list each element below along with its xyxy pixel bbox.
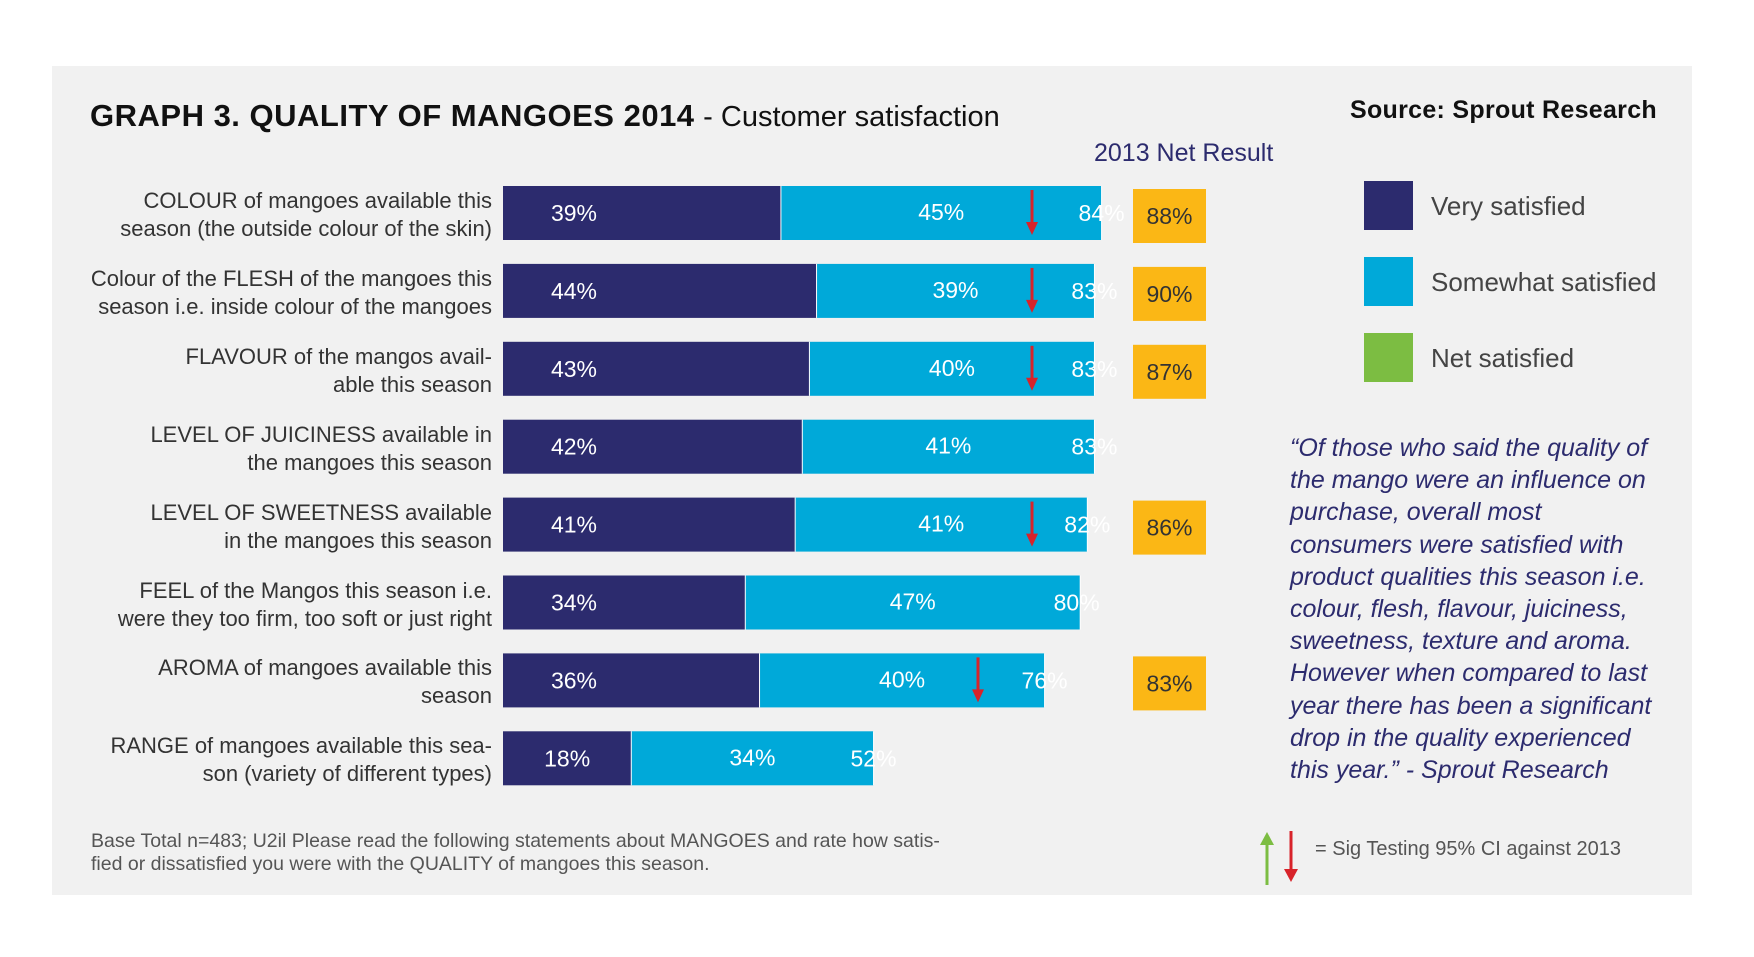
row-label-4: LEVEL OF JUICINESS available in the mango… — [42, 421, 492, 477]
net-2013-value-1: 88% — [1146, 203, 1192, 229]
footnote-line-1: Base Total n=483; U2il Please read the f… — [91, 830, 940, 852]
row-label-1-line-1: COLOUR of mangoes available this — [143, 188, 493, 213]
row-label-3: FLAVOUR of the mangos avail-able this se… — [42, 343, 493, 399]
bar-very-7 — [503, 653, 760, 708]
value-very-7: 36% — [551, 667, 597, 693]
value-net-4: 83% — [1071, 434, 1117, 460]
net-2013-badge-7 — [1133, 656, 1206, 711]
net-2013-value-2: 90% — [1146, 281, 1192, 307]
sig-testing-note: = Sig Testing 95% CI against 2013 — [1315, 838, 1621, 860]
row-label-4-line-2: the mangoes this season — [247, 449, 492, 475]
value-net-5: 82% — [1064, 512, 1110, 538]
net-2013-badge-2 — [1133, 266, 1206, 321]
value-net-7: 76% — [1022, 667, 1068, 693]
row-label-2-line-2: season i.e. inside colour of the mangoes — [98, 293, 492, 319]
bar-somewhat-5 — [795, 497, 1088, 552]
legend-label-very: Very satisfied — [1431, 191, 1586, 221]
value-somewhat-8: 34% — [729, 744, 775, 770]
legend-swatch-very — [1364, 181, 1413, 230]
value-very-1: 39% — [551, 200, 597, 226]
value-somewhat-5: 41% — [918, 511, 964, 537]
row-label-7-line-1: AROMA of mangoes available this — [158, 655, 492, 681]
value-net-2: 83% — [1071, 278, 1117, 304]
row-label-5-line-1: LEVEL OF SWEETNESS available — [150, 499, 492, 525]
row-label-1-line-2: season (the outside colour of the skin) — [120, 216, 492, 241]
bar-somewhat-3 — [809, 341, 1095, 396]
chart-title: GRAPH 3. QUALITY OF MANGOES 2014 - Custo… — [90, 98, 1000, 134]
bar-somewhat-1 — [780, 186, 1102, 240]
net-2013-value-7: 83% — [1146, 670, 1192, 696]
sig-drop-arrowhead-2 — [1026, 299, 1038, 313]
value-somewhat-2: 39% — [932, 277, 978, 303]
legend-label-net: Net satisfied — [1431, 343, 1575, 373]
row-label-8-line-1: RANGE of mangoes available this sea- — [110, 733, 492, 759]
net-2013-value-3: 87% — [1146, 359, 1192, 385]
bar-very-4 — [503, 419, 803, 474]
bar-somewhat-7 — [759, 653, 1045, 708]
row-label-6: FEEL of the Mangos this season i.e. were … — [42, 577, 492, 633]
sig-drop-arrowhead-3 — [1026, 377, 1038, 391]
value-somewhat-4: 41% — [925, 433, 971, 459]
net-2013-value-5: 86% — [1146, 515, 1192, 541]
source-credit: Source: Sprout Research — [1350, 96, 1657, 124]
down-arrow-head — [1284, 869, 1298, 882]
row-label-8: RANGE of mangoes available this sea-son … — [42, 732, 492, 788]
value-somewhat-3: 40% — [929, 355, 975, 381]
bar-very-6 — [503, 575, 746, 630]
up-arrow-head — [1260, 832, 1274, 845]
research-quote: “Of those who said the quality of the ma… — [1290, 434, 1652, 785]
value-very-5: 41% — [551, 512, 597, 538]
row-label-3-line-2: able this season — [333, 371, 492, 397]
row-label-6-line-2: were they too firm, too soft or just rig… — [117, 605, 492, 631]
legend-swatch-net — [1364, 333, 1413, 382]
net-2013-header: 2013 Net Result — [1094, 139, 1274, 167]
bar-very-5 — [503, 497, 796, 552]
value-very-6: 34% — [551, 590, 597, 616]
net-2013-badge-5 — [1133, 500, 1206, 555]
row-label-5-line-2: in the mangoes this season — [224, 527, 492, 553]
row-label-8-line-2: son (variety of different types) — [202, 761, 492, 787]
row-label-2: Colour of the FLESH of the mangoes this s… — [42, 265, 492, 321]
row-label-7-line-2: season — [421, 683, 492, 709]
value-very-4: 42% — [551, 434, 597, 460]
row-label-3-line-1: FLAVOUR of the mangos avail- — [185, 343, 493, 369]
value-somewhat-6: 47% — [890, 589, 936, 615]
value-somewhat-1: 45% — [918, 199, 964, 225]
bar-somewhat-8 — [631, 731, 874, 786]
value-very-8: 18% — [544, 745, 590, 771]
value-very-2: 44% — [551, 278, 597, 304]
bar-very-8 — [503, 731, 632, 786]
row-label-2-line-1: Colour of the FLESH of the mangoes this — [90, 265, 492, 291]
row-label-6-line-1: FEEL of the Mangos this season i.e. — [139, 577, 492, 603]
sig-arrows-icon — [1260, 831, 1298, 885]
footnote-line-2: fied or dissatisfied you were with the Q… — [91, 853, 710, 875]
bar-very-2 — [503, 263, 817, 318]
title-subtitle: - Customer satisfaction — [703, 101, 1000, 133]
bar-very-3 — [503, 341, 810, 396]
value-net-6: 80% — [1054, 590, 1100, 616]
value-very-3: 43% — [551, 356, 597, 382]
bar-somewhat-6 — [745, 575, 1081, 630]
bar-somewhat-2 — [816, 263, 1095, 318]
legend-label-somewhat: Somewhat satisfied — [1431, 267, 1657, 297]
sig-drop-arrowhead-5 — [1026, 533, 1038, 547]
value-net-1: 84% — [1079, 200, 1125, 226]
value-net-3: 83% — [1071, 356, 1117, 382]
value-net-8: 52% — [851, 745, 897, 771]
row-label-1: COLOUR of mangoes available this season (… — [42, 187, 492, 243]
legend-swatch-somewhat — [1364, 257, 1413, 306]
bar-very-1 — [503, 186, 781, 240]
bar-somewhat-4 — [802, 419, 1095, 474]
sig-drop-arrowhead-1 — [1026, 222, 1038, 235]
footnote: Base Total n=483; U2il Please read the f… — [91, 830, 1031, 876]
title-main: GRAPH 3. QUALITY OF MANGOES 2014 — [90, 98, 695, 133]
net-2013-badge-3 — [1133, 344, 1206, 399]
value-somewhat-7: 40% — [879, 666, 925, 692]
row-label-7: AROMA of mangoes available this season — [42, 654, 492, 710]
sig-drop-arrowhead-7 — [972, 689, 984, 703]
net-2013-badge-1 — [1133, 189, 1206, 243]
row-label-4-line-1: LEVEL OF JUICINESS available in — [150, 421, 492, 447]
row-label-5: LEVEL OF SWEETNESS available in the mango… — [42, 499, 492, 555]
